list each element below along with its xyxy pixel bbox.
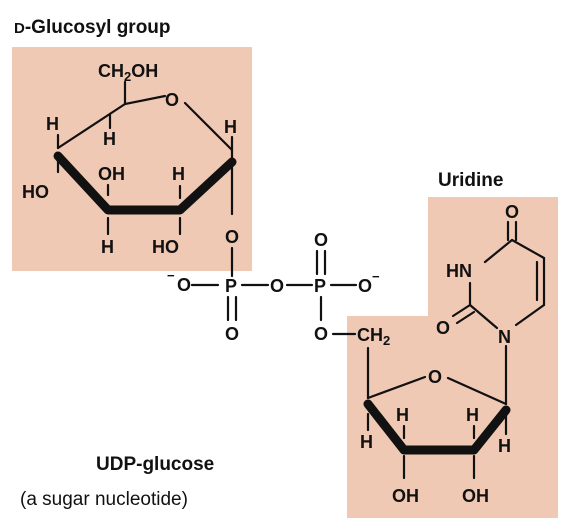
- glucose-c5-h: H: [103, 129, 116, 149]
- phosphate-2-o-double: O: [314, 230, 328, 250]
- ribose-c2-h: H: [466, 405, 479, 425]
- udp-glucose-title: UDP-glucose: [96, 454, 214, 475]
- ribose-c2-oh: OH: [462, 486, 489, 506]
- ester-oxygen: O: [314, 324, 328, 344]
- glucose-ch2oh: CH2OH: [98, 61, 158, 84]
- uridine-title: Uridine: [438, 170, 503, 191]
- uracil-n1: N: [498, 327, 511, 347]
- d-prefix: D: [14, 20, 25, 37]
- glucose-c2-h: H: [172, 164, 185, 184]
- glucosyl-group-title: D-Glucosyl group: [14, 17, 171, 38]
- uracil-ring: N O HN O: [436, 202, 546, 347]
- uracil-o2: O: [436, 318, 450, 338]
- glucosyl-group-box: [12, 47, 252, 271]
- uracil-o4: O: [505, 202, 519, 222]
- ribose-c3-oh: OH: [392, 486, 419, 506]
- ribose-ring-oxygen: O: [428, 367, 442, 387]
- glucose-c3-oh: OH: [98, 164, 125, 184]
- glucose-c4-ho: HO: [22, 182, 49, 202]
- sugar-nucleotide-subtitle: (a sugar nucleotide): [20, 489, 188, 510]
- glucose-c2-ho: HO: [152, 237, 179, 257]
- phosphate-2-minus: −: [372, 269, 380, 284]
- ribose-c3-h: H: [396, 405, 409, 425]
- phosphate-1-o-minus: O: [177, 275, 191, 295]
- ribose-c1-h: H: [498, 436, 511, 456]
- glucosyl-group-label: -Glucosyl group: [25, 17, 171, 38]
- uracil-n3h: HN: [446, 261, 472, 281]
- glucose-ring: CH2OH O H H HO OH H H HO H O: [22, 61, 239, 257]
- phosphate-1-minus: −: [167, 268, 175, 283]
- glucosidic-oxygen: O: [225, 227, 239, 247]
- uridine-box: [347, 197, 558, 518]
- glucose-c4-h: H: [46, 114, 59, 134]
- phosphate-2-o-minus: O: [358, 276, 372, 296]
- ribose-ring: O H H OH H OH H: [360, 344, 511, 506]
- ribose-c4-h: H: [360, 432, 373, 452]
- phosphate-1-o-double: O: [225, 324, 239, 344]
- glucose-ring-oxygen: O: [165, 90, 179, 110]
- glucose-c3-h: H: [101, 237, 114, 257]
- ribose-ch2: CH2: [357, 325, 390, 348]
- glucose-c1-h: H: [224, 117, 237, 137]
- diphosphate: − O P O O P O O − O CH2: [167, 230, 390, 348]
- phosphate-bridge-o: O: [270, 276, 284, 296]
- phosphorus-2: P: [314, 276, 326, 296]
- phosphorus-1: P: [225, 276, 237, 296]
